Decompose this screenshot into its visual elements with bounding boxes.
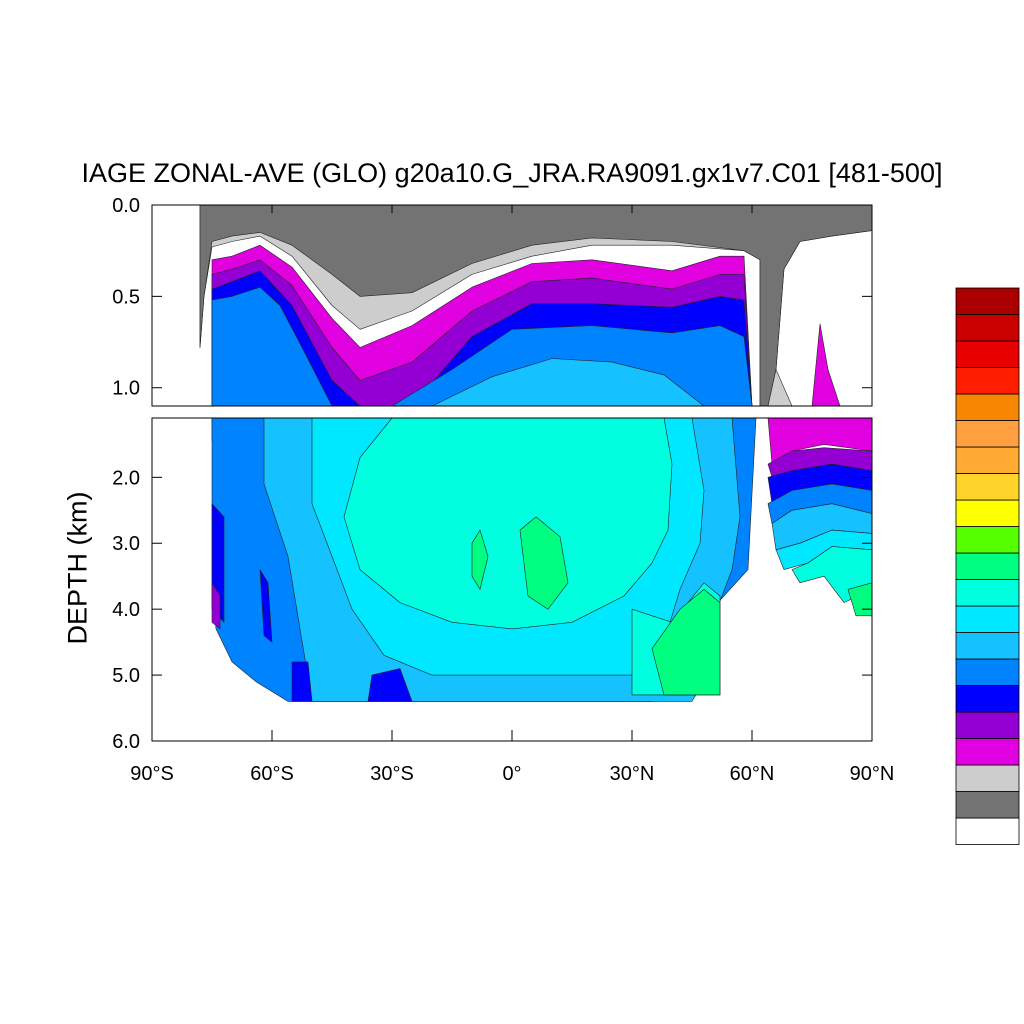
contour-region-lower-14 xyxy=(471,529,489,590)
colorbar-swatch xyxy=(955,658,1020,686)
colorbar-swatch xyxy=(955,526,1020,554)
lower-y-tick-label: 5.0 xyxy=(112,665,140,687)
x-tick-label: 60°N xyxy=(730,763,775,785)
colorbar-swatch xyxy=(955,420,1020,448)
contour-region-upper-6 xyxy=(431,358,705,406)
lower-y-tick-label: 4.0 xyxy=(112,599,140,621)
colorbar-swatch xyxy=(955,314,1020,342)
lower-panel-plot xyxy=(211,418,872,702)
colorbar-swatch xyxy=(955,287,1020,315)
colorbar-swatch xyxy=(955,446,1020,474)
chart-title: IAGE ZONAL-AVE (GLO) g20a10.G_JRA.RA9091… xyxy=(81,158,943,188)
contour-region-lower-13 xyxy=(651,589,721,696)
contour-region-lower-11 xyxy=(343,418,673,630)
colorbar xyxy=(955,287,1020,845)
contour-region-upper-21 xyxy=(767,369,793,406)
colorbar-swatch xyxy=(955,791,1020,819)
upper-y-tick-label: 1.0 xyxy=(112,378,140,400)
x-tick-label: 30°S xyxy=(370,763,414,785)
x-tick-label: 90°S xyxy=(130,763,174,785)
contour-region-lower-17 xyxy=(211,582,221,630)
x-tick-label: 90°N xyxy=(850,763,895,785)
colorbar-swatch xyxy=(955,393,1020,421)
contour-region-lower-29 xyxy=(775,529,872,570)
x-tick-label: 0° xyxy=(502,763,521,785)
colorbar-swatch xyxy=(955,367,1020,395)
axes: 90°S 60°S 30°S 0° 30°N 60°N 90°N 0.0 0.5 1.0 2.0 3.… xyxy=(112,195,894,785)
contour-region-upper-23 xyxy=(811,323,841,406)
colorbar-swatch xyxy=(955,552,1020,580)
colorbar-swatch xyxy=(955,711,1020,739)
contour-region-upper-1 xyxy=(199,205,872,406)
colorbar-swatch xyxy=(955,499,1020,527)
contour-region-lower-31 xyxy=(847,582,872,617)
x-tick-label: 30°N xyxy=(610,763,655,785)
lower-y-tick-label: 6.0 xyxy=(112,731,140,753)
upper-y-tick-label: 0.0 xyxy=(112,195,140,217)
upper-y-tick-label: 0.5 xyxy=(112,286,140,308)
x-tick-label: 60°S xyxy=(250,763,294,785)
contour-region-lower-20 xyxy=(367,668,413,702)
colorbar-swatch xyxy=(955,632,1020,660)
colorbar-swatch xyxy=(955,473,1020,501)
colorbar-swatch xyxy=(955,579,1020,607)
contour-region-lower-15 xyxy=(519,516,569,610)
lower-y-tick-label: 3.0 xyxy=(112,533,140,555)
colorbar-swatch xyxy=(955,817,1020,845)
colorbar-swatch xyxy=(955,738,1020,766)
lower-y-tick-label: 2.0 xyxy=(112,467,140,489)
colorbar-swatch xyxy=(955,685,1020,713)
colorbar-swatch xyxy=(955,764,1020,792)
colorbar-swatch xyxy=(955,605,1020,633)
contour-region-lower-18 xyxy=(259,569,273,643)
upper-panel-plot xyxy=(199,205,872,406)
contour-region-lower-19 xyxy=(291,661,313,702)
colorbar-swatch xyxy=(955,340,1020,368)
